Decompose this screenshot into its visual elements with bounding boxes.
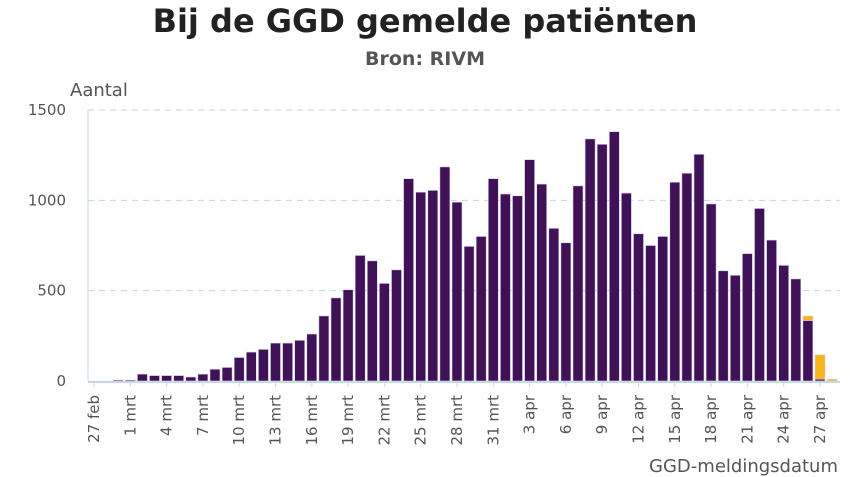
bar-3-mrt-s0: [149, 375, 160, 382]
bar-3-apr-s0: [524, 159, 535, 382]
bar-27-mrt-s0: [439, 166, 451, 382]
bar-28-mrt-s0: [451, 201, 463, 382]
bar-21-apr-s0: [742, 253, 753, 382]
bar-27-apr-s1: [814, 354, 826, 380]
bar-4-apr-s0: [536, 183, 548, 382]
bar-4-mrt-s0: [161, 375, 172, 382]
x-tick-label: 10 mrt: [230, 395, 248, 446]
bar-29-feb-s0: [112, 379, 124, 382]
bar-2-apr-s0: [512, 195, 523, 382]
bar-18-mrt-s0: [330, 297, 342, 382]
x-tick-label: 22 mrt: [375, 395, 393, 446]
bar-20-apr-s0: [729, 275, 741, 382]
bar-22-mrt-s0: [379, 283, 390, 382]
x-tick-label: 12 apr: [630, 394, 648, 444]
x-tick-label: 31 mrt: [484, 395, 502, 446]
bar-14-mrt-s0: [282, 342, 293, 382]
bar-9-mrt-s0: [221, 367, 233, 382]
bar-12-apr-s0: [633, 233, 644, 382]
bar-7-apr-s0: [572, 185, 584, 382]
bar-17-mrt-s0: [318, 315, 330, 382]
bar-5-apr-s0: [548, 228, 560, 382]
bar-11-apr-s0: [621, 192, 632, 382]
bar-16-mrt-s0: [306, 333, 318, 382]
chart-title: Bij de GGD gemelde patiënten: [152, 2, 698, 40]
x-tick-label: 21 apr: [738, 394, 756, 444]
x-tick-label: 25 mrt: [412, 395, 430, 446]
bar-1-apr-s0: [500, 193, 511, 382]
y-tick-label: 1500: [28, 101, 66, 119]
y-tick-label: 1000: [28, 191, 66, 209]
bar-24-apr-s0: [778, 265, 790, 382]
x-tick-label: 7 mrt: [194, 395, 212, 436]
bar-19-apr-s0: [717, 270, 729, 382]
bar-8-apr-s0: [584, 138, 596, 382]
bar-31-mrt-s0: [487, 178, 499, 382]
bar-17-apr-s0: [693, 153, 705, 382]
x-tick-label: 19 mrt: [339, 395, 357, 446]
bar-18-apr-s0: [705, 203, 717, 382]
bar-13-apr-s0: [645, 245, 656, 382]
bar-2-mrt-s0: [137, 373, 148, 382]
bar-28-apr-s1: [826, 378, 838, 382]
bar-22-apr-s0: [754, 208, 765, 382]
bar-1-mrt-s0: [125, 379, 136, 382]
bar-25-mrt-s0: [415, 191, 427, 382]
x-axis-label: GGD-meldingsdatum: [649, 456, 838, 477]
y-tick-label: 500: [37, 282, 66, 300]
bar-26-mrt-s0: [427, 190, 439, 382]
x-tick-label: 6 apr: [557, 394, 575, 434]
bar-23-mrt-s0: [391, 269, 402, 382]
x-tick-label: 27 apr: [811, 394, 829, 444]
bar-19-mrt-s0: [342, 289, 354, 382]
bar-8-mrt-s0: [209, 368, 221, 382]
bar-12-mrt-s0: [258, 349, 269, 382]
bar-24-mrt-s0: [403, 178, 414, 382]
bar-13-mrt-s0: [270, 342, 281, 382]
bar-16-apr-s0: [681, 172, 693, 382]
bar-21-mrt-s0: [366, 260, 378, 382]
x-tick-label: 16 mrt: [303, 395, 321, 446]
bar-26-apr-s0: [802, 320, 814, 382]
x-tick-label: 28 mrt: [448, 395, 466, 446]
bar-15-mrt-s0: [294, 340, 306, 382]
bar-25-apr-s0: [790, 278, 802, 382]
y-tick-label: 0: [56, 372, 66, 390]
bar-6-mrt-s0: [185, 376, 197, 382]
bar-6-apr-s0: [560, 242, 572, 382]
x-tick-label: 15 apr: [666, 394, 684, 444]
x-tick-label: 27 feb: [85, 395, 103, 443]
bar-5-mrt-s0: [173, 375, 184, 382]
y-axis-label: Aantal: [70, 80, 128, 101]
bar-9-apr-s0: [596, 144, 608, 382]
bar-14-apr-s0: [657, 236, 669, 382]
bar-29-mrt-s0: [463, 246, 475, 382]
bar-23-apr-s0: [766, 239, 777, 382]
bar-20-mrt-s0: [354, 255, 366, 382]
chart-subtitle: Bron: RIVM: [365, 48, 485, 70]
x-tick-label: 3 apr: [521, 394, 539, 434]
x-tick-label: 4 mrt: [158, 395, 176, 436]
x-tick-label: 24 apr: [775, 394, 793, 444]
bar-30-mrt-s0: [475, 236, 487, 382]
x-tick-label: 1 mrt: [121, 395, 139, 436]
bar-10-mrt-s0: [233, 357, 245, 382]
bar-7-mrt-s0: [197, 373, 209, 382]
x-tick-label: 9 apr: [593, 394, 611, 434]
bar-10-apr-s0: [608, 131, 620, 382]
bar-15-apr-s0: [669, 181, 681, 382]
x-tick-label: 13 mrt: [267, 395, 285, 446]
bar-26-apr-s1: [802, 315, 814, 321]
bar-11-mrt-s0: [246, 351, 257, 382]
x-tick-label: 18 apr: [702, 394, 720, 444]
